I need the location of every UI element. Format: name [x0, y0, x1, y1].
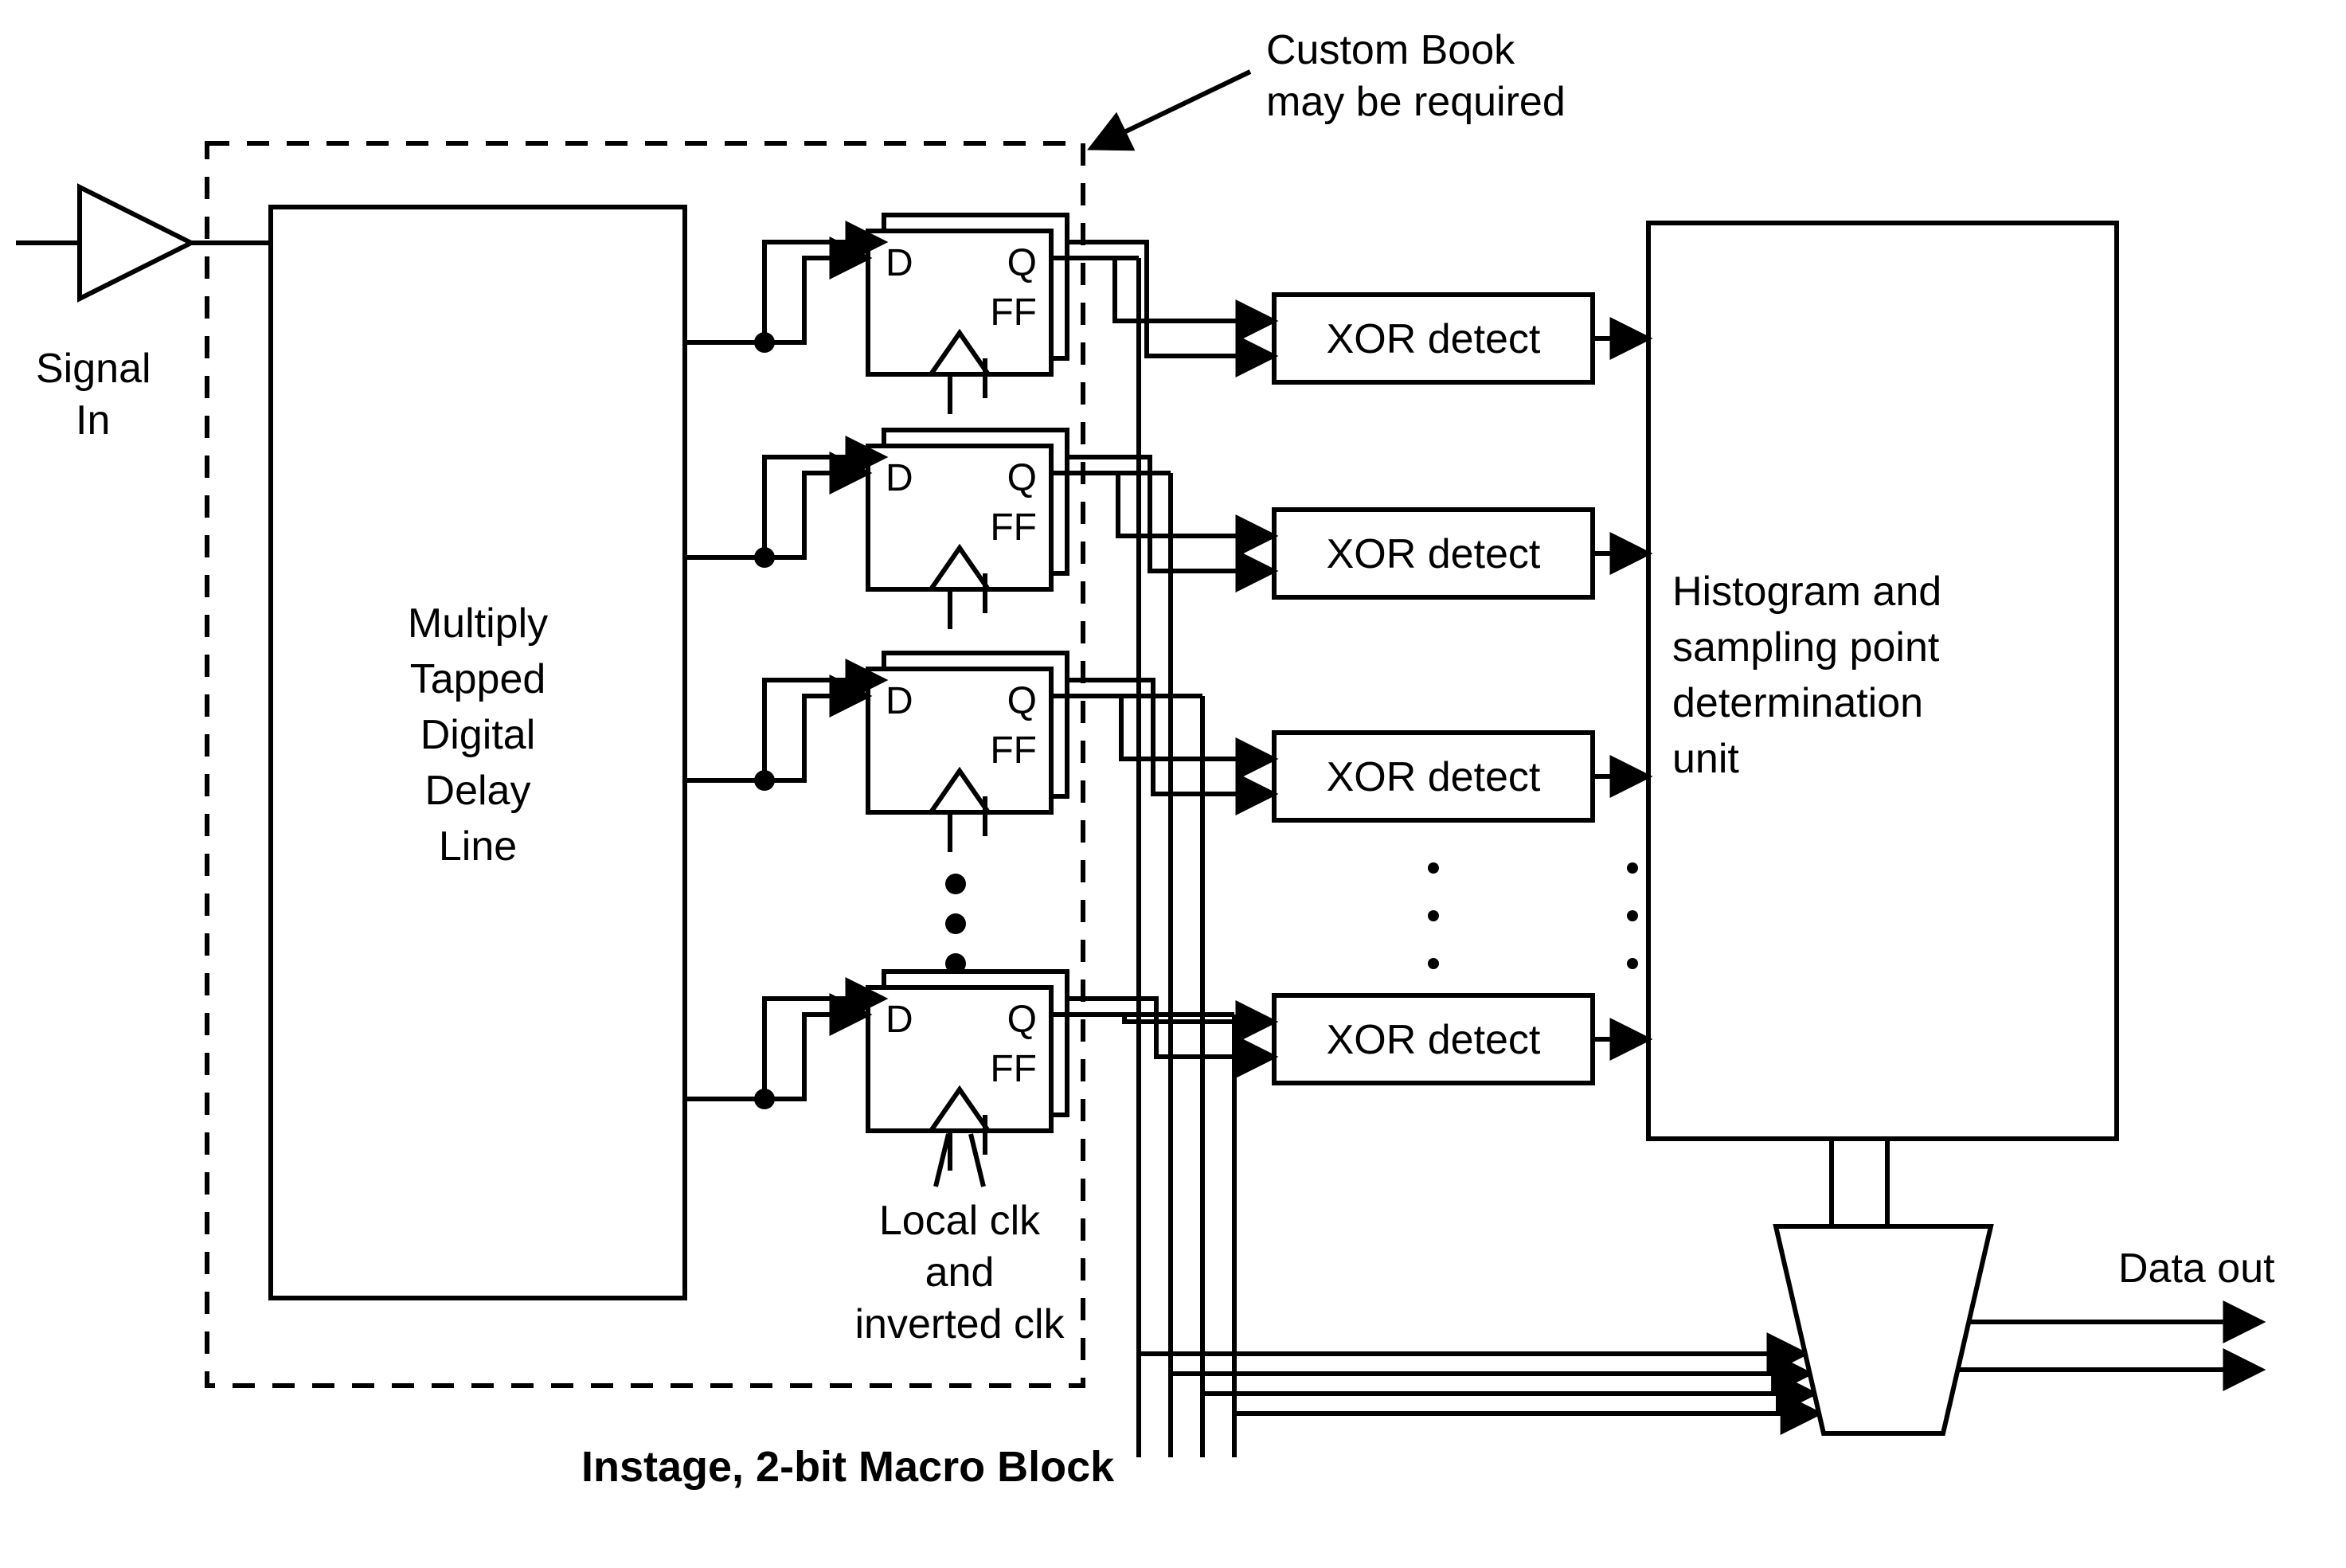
- label-delay-5: Line: [439, 823, 517, 870]
- svg-text:D: D: [886, 999, 913, 1041]
- svg-text:Q: Q: [1007, 242, 1037, 284]
- svg-text:FF: FF: [990, 291, 1037, 334]
- label-signal-in-2: In: [76, 397, 110, 444]
- label-histo-2: sampling point: [1672, 624, 1940, 671]
- svg-text:FF: FF: [990, 1048, 1037, 1090]
- label-histo-4: unit: [1672, 736, 1739, 782]
- svg-text:D: D: [886, 242, 913, 284]
- label-localclk-2: and: [925, 1249, 995, 1296]
- label-xor-0: XOR detect: [1327, 316, 1541, 362]
- label-signal-in-1: Signal: [36, 346, 151, 392]
- label-data-out: Data out: [2118, 1245, 2275, 1292]
- label-localclk-1: Local clk: [879, 1198, 1041, 1244]
- label-histo-1: Histogram and: [1672, 569, 1941, 615]
- label-xor-3: XOR detect: [1327, 1017, 1541, 1063]
- svg-text:Q: Q: [1007, 680, 1037, 722]
- mux-trapezoid: [1776, 1226, 1991, 1433]
- label-xor-2: XOR detect: [1327, 754, 1541, 800]
- label-custom-book-1: Custom Book: [1266, 27, 1515, 73]
- label-delay-3: Digital: [420, 712, 536, 758]
- svg-text:Q: Q: [1007, 457, 1037, 499]
- caption-instage: Instage, 2-bit Macro Block: [581, 1443, 1115, 1491]
- label-xor-1: XOR detect: [1327, 531, 1541, 577]
- label-delay-4: Delay: [425, 768, 531, 814]
- label-delay-2: Tapped: [410, 656, 546, 702]
- label-custom-book-2: may be required: [1266, 79, 1566, 125]
- svg-text:D: D: [886, 457, 913, 499]
- svg-text:Q: Q: [1007, 999, 1037, 1041]
- label-delay-1: Multiply: [408, 600, 548, 647]
- input-buffer-triangle: [80, 187, 191, 299]
- svg-text:D: D: [886, 680, 913, 722]
- svg-text:FF: FF: [990, 506, 1037, 549]
- svg-text:FF: FF: [990, 729, 1037, 772]
- label-localclk-3: inverted clk: [855, 1301, 1065, 1347]
- label-histo-3: determination: [1672, 680, 1923, 726]
